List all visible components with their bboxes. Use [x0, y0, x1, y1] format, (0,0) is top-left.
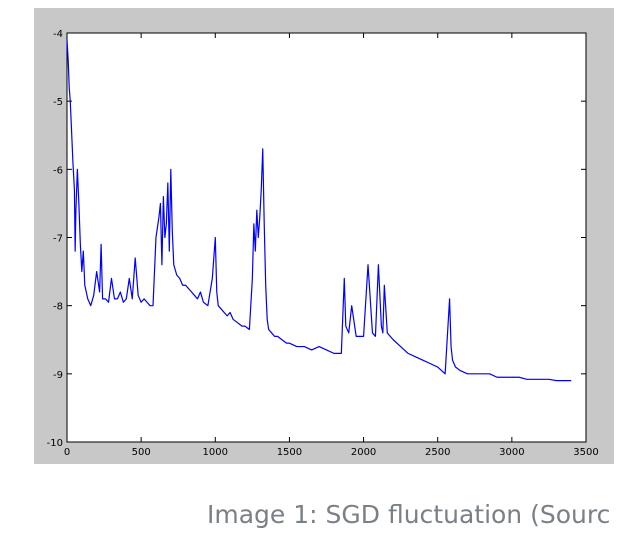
x-tick-label: 2000: [351, 447, 376, 458]
loss-series-line: [66, 39, 572, 382]
sgd-loss-chart: 0 500 1000 1500 2000 2500 3000 3500 -10 -9 -8 -7 -6…: [47, 29, 599, 458]
x-tick-label: 1000: [203, 447, 228, 458]
x-tick-label: 2500: [425, 447, 450, 458]
y-tick-label: -8: [53, 302, 63, 313]
y-tick-label: -10: [47, 438, 63, 449]
figure-caption: Image 1: SGD fluctuation (Sourc: [207, 500, 611, 529]
x-tick-label: 3500: [573, 447, 598, 458]
y-tick-label: -5: [53, 97, 63, 108]
y-tick-label: -7: [53, 234, 63, 245]
x-tick-label: 0: [64, 447, 70, 458]
y-tick-label: -9: [53, 370, 63, 381]
figure-window: 0 500 1000 1500 2000 2500 3000 3500 -10 -9 -8 -7 -6…: [34, 8, 614, 464]
plot-area: [66, 32, 587, 443]
x-axis: 0 500 1000 1500 2000 2500 3000 3500: [64, 33, 599, 458]
x-tick-label: 3000: [499, 447, 524, 458]
x-tick-label: 1500: [277, 447, 302, 458]
y-tick-label: -6: [53, 165, 63, 176]
x-tick-label: 500: [132, 447, 151, 458]
y-tick-label: -4: [53, 29, 63, 40]
y-axis: -10 -9 -8 -7 -6 -5 -4: [47, 29, 586, 449]
